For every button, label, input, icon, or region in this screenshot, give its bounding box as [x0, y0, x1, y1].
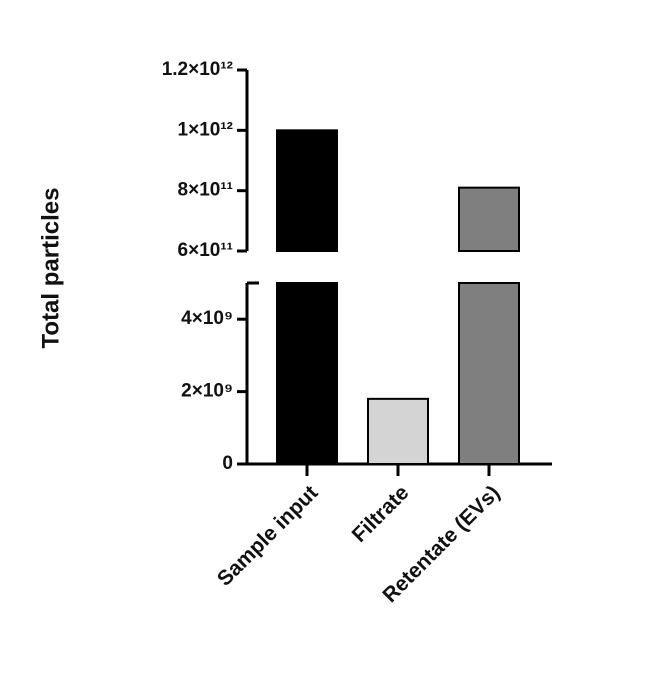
bar	[276, 282, 338, 465]
bar	[458, 282, 520, 465]
x-tick-label: Sample input	[213, 481, 323, 591]
y-tick-label: 8×10¹¹	[178, 180, 233, 201]
y-tick-label: 6×10¹¹	[178, 240, 233, 261]
x-tick-label: Filtrate	[348, 481, 414, 547]
y-tick-label: 2×10⁹	[181, 381, 233, 402]
bar	[367, 397, 429, 465]
y-tick-label: 0	[222, 453, 233, 474]
y-axis-label: Total particles	[37, 188, 64, 349]
y-tick-label: 1.2×10¹²	[162, 59, 233, 80]
y-tick-label: 4×10⁹	[181, 308, 233, 329]
y-tick-label: 1×10¹²	[178, 119, 233, 140]
bar-upper	[276, 129, 338, 252]
bar-upper	[458, 186, 520, 252]
